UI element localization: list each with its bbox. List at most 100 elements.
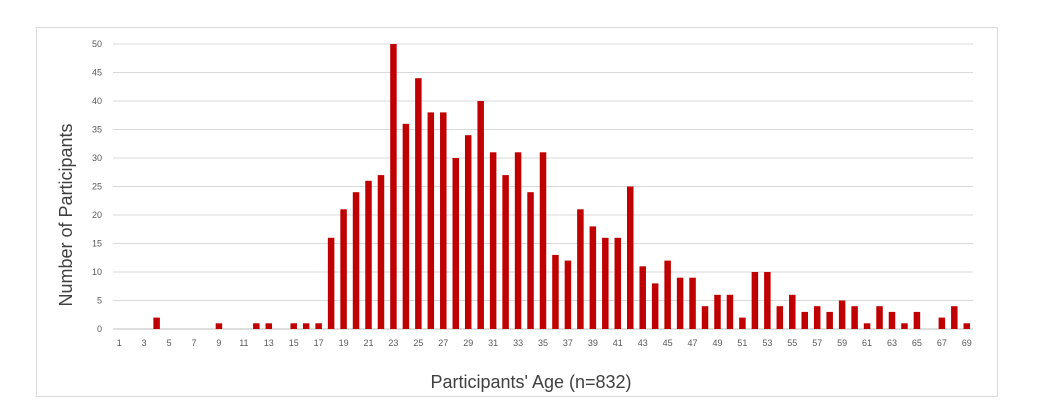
bar-age-57	[813, 306, 821, 329]
bar-age-12	[253, 323, 260, 329]
bars	[153, 44, 971, 330]
bar-age-21	[365, 180, 372, 329]
x-tick-label: 45	[663, 338, 673, 348]
x-axis-ticks: 1 3 5 7 9 11 13 15 17 19 21 23 25 27 29 31 33 35 37 39 41 43 4…	[117, 338, 972, 348]
x-tick-label: 65	[912, 338, 922, 348]
bar-age-38	[577, 209, 584, 329]
x-tick-label: 7	[192, 338, 197, 348]
bar-age-30	[477, 101, 484, 329]
bar-age-16	[302, 323, 310, 329]
y-tick-label: 20	[92, 210, 102, 220]
y-axis-ticks: 0 5 10 15 20 25 30 35 40 45 50	[92, 39, 102, 334]
y-tick-label: 45	[92, 68, 102, 78]
x-tick-label: 27	[438, 338, 448, 348]
bar-age-41	[614, 237, 622, 329]
bar-age-53	[764, 272, 771, 329]
bar-age-22	[377, 175, 385, 329]
bar-age-24	[402, 123, 410, 329]
bar-age-35	[539, 152, 547, 329]
bar-age-44	[651, 283, 659, 329]
x-tick-label: 47	[688, 338, 698, 348]
x-tick-label: 39	[588, 338, 598, 348]
y-axis-title: Number of Participants	[56, 123, 76, 306]
bar-age-55	[789, 294, 796, 329]
bar-age-23	[390, 44, 397, 329]
x-tick-label: 61	[862, 338, 872, 348]
bar-age-60	[851, 306, 858, 329]
bar-age-46	[676, 277, 684, 329]
x-tick-label: 29	[463, 338, 473, 348]
bar-age-17	[315, 323, 322, 329]
y-tick-label: 25	[92, 182, 102, 192]
x-tick-label: 53	[762, 338, 772, 348]
x-tick-label: 67	[937, 338, 947, 348]
y-tick-label: 5	[97, 296, 102, 306]
bar-age-28	[452, 158, 460, 329]
bar-age-13	[265, 323, 273, 329]
x-tick-label: 21	[363, 338, 373, 348]
x-tick-label: 57	[812, 338, 822, 348]
x-tick-label: 55	[787, 338, 797, 348]
bar-age-45	[664, 260, 671, 329]
bar-age-27	[440, 112, 447, 330]
y-tick-label: 0	[97, 324, 102, 334]
y-tick-label: 15	[92, 239, 102, 249]
bar-age-58	[826, 311, 833, 329]
bar-age-25	[415, 78, 422, 329]
y-tick-label: 30	[92, 153, 102, 163]
x-tick-label: 69	[962, 338, 972, 348]
bar-age-59	[838, 300, 846, 329]
bar-age-50	[726, 294, 734, 329]
y-tick-label: 35	[92, 125, 102, 135]
bar-age-48	[701, 306, 709, 329]
bar-age-15	[290, 323, 297, 329]
bar-age-31	[489, 152, 497, 329]
x-tick-label: 5	[167, 338, 172, 348]
x-tick-label: 37	[563, 338, 573, 348]
bar-age-36	[552, 254, 559, 329]
y-tick-label: 10	[92, 267, 102, 277]
bar-age-19	[340, 209, 347, 329]
bar-age-63	[888, 311, 896, 329]
bar-age-51	[739, 317, 746, 329]
x-tick-label: 41	[613, 338, 623, 348]
bar-age-26	[427, 112, 435, 330]
x-tick-label: 49	[712, 338, 722, 348]
bar-age-69	[963, 323, 971, 329]
bar-age-32	[502, 175, 509, 329]
bar-age-62	[876, 306, 883, 329]
x-tick-label: 9	[216, 338, 221, 348]
bar-age-29	[464, 135, 472, 329]
bar-age-33	[514, 152, 522, 329]
x-tick-label: 63	[887, 338, 897, 348]
x-tick-label: 25	[413, 338, 423, 348]
bar-age-61	[863, 323, 871, 329]
bar-age-49	[714, 294, 721, 329]
x-tick-label: 13	[264, 338, 274, 348]
x-tick-label: 23	[388, 338, 398, 348]
bar-age-43	[639, 266, 646, 329]
y-tick-label: 40	[92, 96, 102, 106]
bar-age-40	[602, 237, 609, 329]
bar-age-42	[626, 186, 634, 329]
bar-age-54	[776, 306, 784, 329]
bar-age-68	[951, 306, 958, 329]
bar-age-39	[589, 226, 597, 329]
bar-age-18	[327, 237, 335, 329]
y-tick-label: 50	[92, 39, 102, 49]
x-tick-label: 17	[314, 338, 324, 348]
bar-age-37	[564, 260, 572, 329]
bar-age-56	[801, 311, 808, 329]
bar-age-64	[901, 323, 908, 329]
bar-age-65	[913, 311, 921, 329]
x-tick-label: 51	[737, 338, 747, 348]
x-tick-label: 33	[513, 338, 523, 348]
bar-age-20	[352, 192, 360, 329]
x-tick-label: 59	[837, 338, 847, 348]
x-tick-label: 19	[339, 338, 349, 348]
bar-age-52	[751, 272, 759, 329]
bar-age-34	[527, 192, 534, 329]
x-tick-label: 43	[638, 338, 648, 348]
bar-age-47	[689, 277, 696, 329]
